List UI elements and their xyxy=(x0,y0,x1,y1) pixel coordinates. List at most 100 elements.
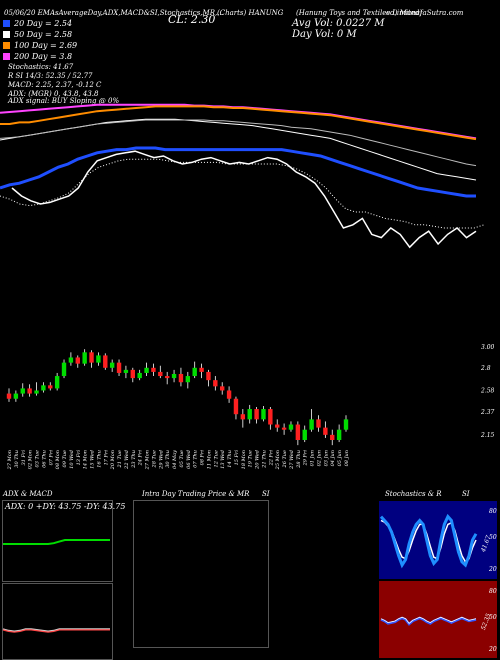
candle-body xyxy=(144,367,149,373)
header-line: 05/06/20 EMAsAverageDay,ADX,MACD&SI,Stoc… xyxy=(4,9,224,17)
date-tick-label: 10 Wed xyxy=(69,450,75,469)
stoch-tick-50: 50 xyxy=(489,534,497,541)
date-tick-label: 14 Thu xyxy=(227,450,233,468)
site-name: ed) MunafaSutra.com xyxy=(386,9,464,17)
candle-body xyxy=(158,371,163,377)
candle-body xyxy=(171,373,177,379)
adx-values: ADX: 0 +DY: 43.75 -DY: 43.75 xyxy=(5,502,126,511)
date-tick-label: 07 Thu xyxy=(193,450,199,468)
candle-body xyxy=(13,393,19,399)
legend-ema200: 200 Day = 3.8 xyxy=(3,51,77,62)
date-tick-label: 28 Tue xyxy=(151,450,157,469)
avg-volume: Avg Vol: 0.0227 M xyxy=(292,18,385,29)
stoch-tick-80: 80 xyxy=(489,508,497,515)
rsi-signal-line xyxy=(380,616,477,624)
candle-body xyxy=(61,362,67,377)
date-tick-label: 27 Mon xyxy=(7,450,13,470)
ema-legend: 20 Day = 2.54 50 Day = 2.58 100 Day = 2.… xyxy=(3,18,77,62)
candle-body xyxy=(89,352,94,363)
intraday-si-title: SI xyxy=(262,490,270,498)
intraday-panel xyxy=(133,500,269,648)
candle-body xyxy=(233,398,239,415)
candle-body xyxy=(96,355,101,363)
legend-ema50: 50 Day = 2.58 xyxy=(3,29,77,40)
candle-body xyxy=(192,367,197,377)
candle-body xyxy=(185,376,191,383)
candle-body xyxy=(109,362,115,368)
candle-body xyxy=(323,427,328,435)
macd-line xyxy=(2,628,110,632)
price-tick-label: 2.15 xyxy=(480,432,495,439)
date-tick-label: 06 Wed xyxy=(186,450,192,469)
candle-body xyxy=(116,362,122,373)
candle-body xyxy=(295,424,301,440)
close-price: CL: 2.30 xyxy=(168,13,216,26)
date-tick-label: 05 Tue xyxy=(179,450,185,468)
candle-body xyxy=(254,409,259,420)
candle-body xyxy=(75,357,80,364)
intraday-title: Intra Day Trading Price & MR xyxy=(142,490,250,498)
candle-body xyxy=(151,367,156,372)
date-tick-label: 04 May xyxy=(172,450,178,469)
candle-body xyxy=(343,419,349,430)
candle-body xyxy=(336,429,342,440)
candle-body xyxy=(302,429,307,440)
candle-body xyxy=(103,355,108,368)
candle-body xyxy=(261,409,266,420)
candle-body xyxy=(240,414,246,420)
date-tick-label: 22 Fri xyxy=(268,450,274,467)
date-tick-label: 12 Tue xyxy=(213,450,219,468)
rsi-tick-20: 20 xyxy=(489,646,497,653)
stochastics-panel xyxy=(379,501,497,579)
date-tick-label: 02 Jun xyxy=(316,450,322,466)
candle-body xyxy=(41,385,46,391)
stoch-title: Stochastics & R xyxy=(385,490,442,498)
stoch-tick-20: 20 xyxy=(489,566,497,573)
price-tick-label: 2.37 xyxy=(480,409,495,416)
date-tick-label: 21 Thu xyxy=(261,450,267,469)
date-tick-label: 21 Tue xyxy=(117,450,123,469)
date-tick-label: 18 Mon xyxy=(241,450,247,469)
candle-body xyxy=(123,369,129,373)
macd-signal-line xyxy=(2,628,110,633)
candle-body xyxy=(34,390,39,394)
date-tick-label: 04 Jun xyxy=(330,450,336,466)
candle-body xyxy=(226,390,232,399)
legend-swatch-100 xyxy=(3,42,10,49)
ema100-line xyxy=(0,105,477,141)
date-tick-label: 08 Mon xyxy=(55,450,61,469)
price-tick-label: 3.00 xyxy=(481,344,495,351)
candle-body xyxy=(330,434,335,440)
legend-swatch-200 xyxy=(3,53,10,60)
date-tick-label: 22 Wed xyxy=(124,450,130,470)
legend-ema20: 20 Day = 2.54 xyxy=(3,18,77,29)
date-tick-label: 20 Wed xyxy=(255,450,261,470)
stoch-si-title: SI xyxy=(462,490,470,498)
candle-body xyxy=(178,373,184,383)
date-tick-label: 19 Tue xyxy=(248,450,254,468)
date-tick-label: 27 Wed xyxy=(289,450,295,470)
candle-body xyxy=(213,380,218,387)
legend-ema100: 100 Day = 2.69 xyxy=(3,40,77,51)
rsi-readout: R SI 14/3: 52.35 / 52.77 xyxy=(8,72,93,80)
candle-body xyxy=(268,409,273,425)
date-tick-label: 05 Jun xyxy=(337,450,343,466)
date-tick-label: 20 Mon xyxy=(110,450,116,470)
date-tick-label: 09 Tue xyxy=(62,450,68,468)
candle-body xyxy=(281,427,287,430)
rsi-line xyxy=(380,616,477,626)
date-tick-label: 15 Fri xyxy=(234,450,240,466)
legend-swatch-20 xyxy=(3,20,10,27)
date-tick-label: 30 Thu xyxy=(14,450,20,468)
candle-body xyxy=(82,352,87,364)
date-tick-label: 25 Mon xyxy=(275,450,281,470)
date-tick-label: 29 Wed xyxy=(158,450,164,470)
date-tick-label: 13 Wed xyxy=(220,450,226,469)
candle-body xyxy=(27,388,32,394)
date-tick-label: 11 Mon xyxy=(206,450,212,469)
price-tick-label: 2.58 xyxy=(480,387,495,394)
candle-body xyxy=(20,388,25,394)
ema-extra-line xyxy=(0,119,477,167)
date-tick-label: 16 Thu xyxy=(96,450,102,468)
